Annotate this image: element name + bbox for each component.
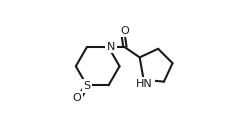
Text: S: S	[83, 81, 90, 91]
Text: O: O	[72, 93, 81, 103]
Text: N: N	[106, 42, 115, 52]
Text: O: O	[120, 26, 129, 36]
Text: HN: HN	[136, 79, 153, 89]
